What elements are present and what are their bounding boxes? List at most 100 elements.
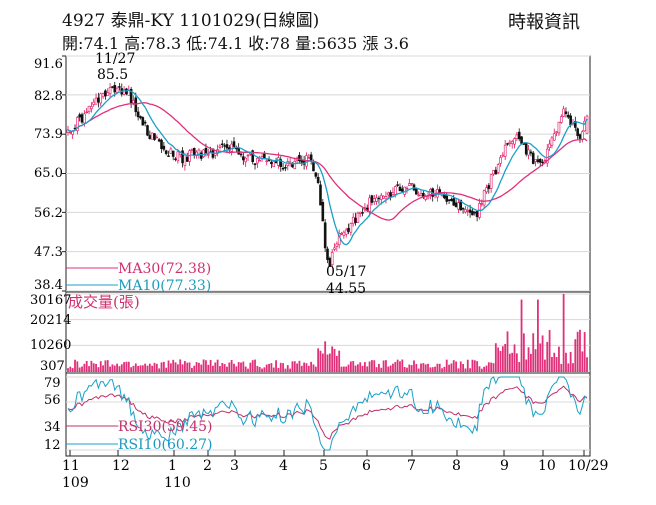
chart-grid: [62, 55, 591, 457]
candle-body: [576, 128, 579, 136]
volume-bar: [532, 333, 535, 372]
month-label: 3: [230, 458, 239, 474]
volume-bar: [160, 362, 163, 372]
candle-body: [401, 188, 404, 192]
candle-body: [270, 161, 273, 165]
volume-bar: [583, 332, 586, 372]
volume-bar: [275, 360, 277, 372]
candle-body: [307, 157, 311, 159]
candle-body: [527, 149, 530, 156]
candle-body: [391, 192, 395, 196]
volume-bar: [165, 367, 168, 372]
candle-body: [328, 257, 332, 267]
candle-body: [230, 143, 233, 152]
volume-bar: [562, 294, 565, 372]
candle-body: [139, 116, 142, 119]
candle-body: [104, 90, 107, 97]
volume-bar: [324, 341, 327, 372]
volume-bar: [434, 366, 436, 372]
volume-bar: [155, 363, 158, 372]
candle-body: [454, 202, 458, 207]
candle-body: [148, 135, 152, 140]
volume-bar: [420, 363, 422, 372]
candle-body: [309, 154, 313, 161]
candle-body: [370, 195, 374, 203]
volume-bar: [480, 368, 483, 372]
volume-bar: [242, 361, 245, 372]
candle-body: [396, 184, 399, 186]
volume-bar: [522, 333, 525, 372]
candle-body: [471, 210, 474, 216]
candle-body: [333, 247, 336, 250]
candle-body: [557, 121, 561, 134]
candle-body: [426, 196, 430, 199]
volume-bar: [303, 362, 306, 372]
volume-bar: [256, 365, 259, 372]
volume-bar: [413, 360, 415, 372]
rsi-tick-label: 56: [44, 393, 61, 408]
volume-bar: [284, 368, 287, 372]
volume-bar: [289, 368, 291, 372]
rsi30-legend: RSI30(59.45): [118, 419, 212, 435]
volume-bar: [553, 352, 556, 372]
candle-body: [473, 211, 477, 214]
candle-body: [111, 86, 114, 88]
volume-bar: [443, 366, 446, 372]
volume-bar: [368, 361, 371, 372]
volume-bar: [529, 353, 532, 372]
volume-bar: [501, 346, 504, 372]
candle-body: [265, 160, 269, 162]
candle-body: [520, 136, 523, 144]
candle-body: [375, 197, 378, 202]
candle-body: [244, 157, 247, 163]
candle-body: [87, 105, 91, 112]
candle-body: [583, 120, 586, 132]
price-tick-label: 38.4: [34, 278, 63, 293]
volume-bar: [233, 363, 235, 372]
volume-bar: [455, 361, 457, 372]
volume-bar: [574, 339, 577, 372]
candle-body: [410, 182, 413, 185]
volume-bar: [181, 364, 184, 372]
volume-bar: [485, 365, 488, 372]
candle-body: [94, 97, 98, 105]
volume-bar: [144, 363, 147, 372]
candle-body: [232, 141, 236, 147]
volume-bar: [340, 366, 343, 372]
candle-body: [239, 153, 243, 156]
volume-bar: [378, 363, 380, 372]
volume-bar: [356, 364, 359, 372]
volume-bar: [361, 365, 364, 372]
price-tick-label: 56.2: [34, 206, 63, 221]
volume-bar: [565, 352, 567, 372]
volume-bar: [541, 335, 544, 372]
volume-bar: [127, 361, 130, 372]
candle-body: [83, 113, 86, 124]
volume-bar: [459, 361, 462, 372]
candle-body: [447, 199, 451, 201]
volume-bar: [158, 368, 161, 372]
candle-body: [246, 154, 250, 157]
volume-bar: [394, 361, 397, 372]
candle-body: [506, 143, 509, 145]
volume-bar: [249, 362, 252, 372]
volume-bar: [312, 364, 315, 372]
low-annotation-date: 05/17: [326, 264, 366, 280]
volume-bar: [92, 363, 95, 372]
candle-body: [162, 145, 166, 150]
candle-body: [487, 185, 491, 189]
candle-body: [281, 167, 285, 170]
volume-bar: [569, 351, 572, 372]
candle-body: [464, 209, 467, 213]
volume-bar: [151, 365, 154, 372]
candle-body: [501, 154, 505, 157]
candle-body: [132, 100, 135, 104]
candle-body: [122, 89, 126, 95]
candle-body: [351, 216, 355, 225]
volume-bar: [202, 359, 205, 372]
volume-bar: [352, 361, 355, 372]
candle-body: [190, 149, 194, 151]
candle-body: [218, 145, 222, 148]
candle-body: [510, 141, 514, 144]
candle-body: [127, 90, 131, 96]
